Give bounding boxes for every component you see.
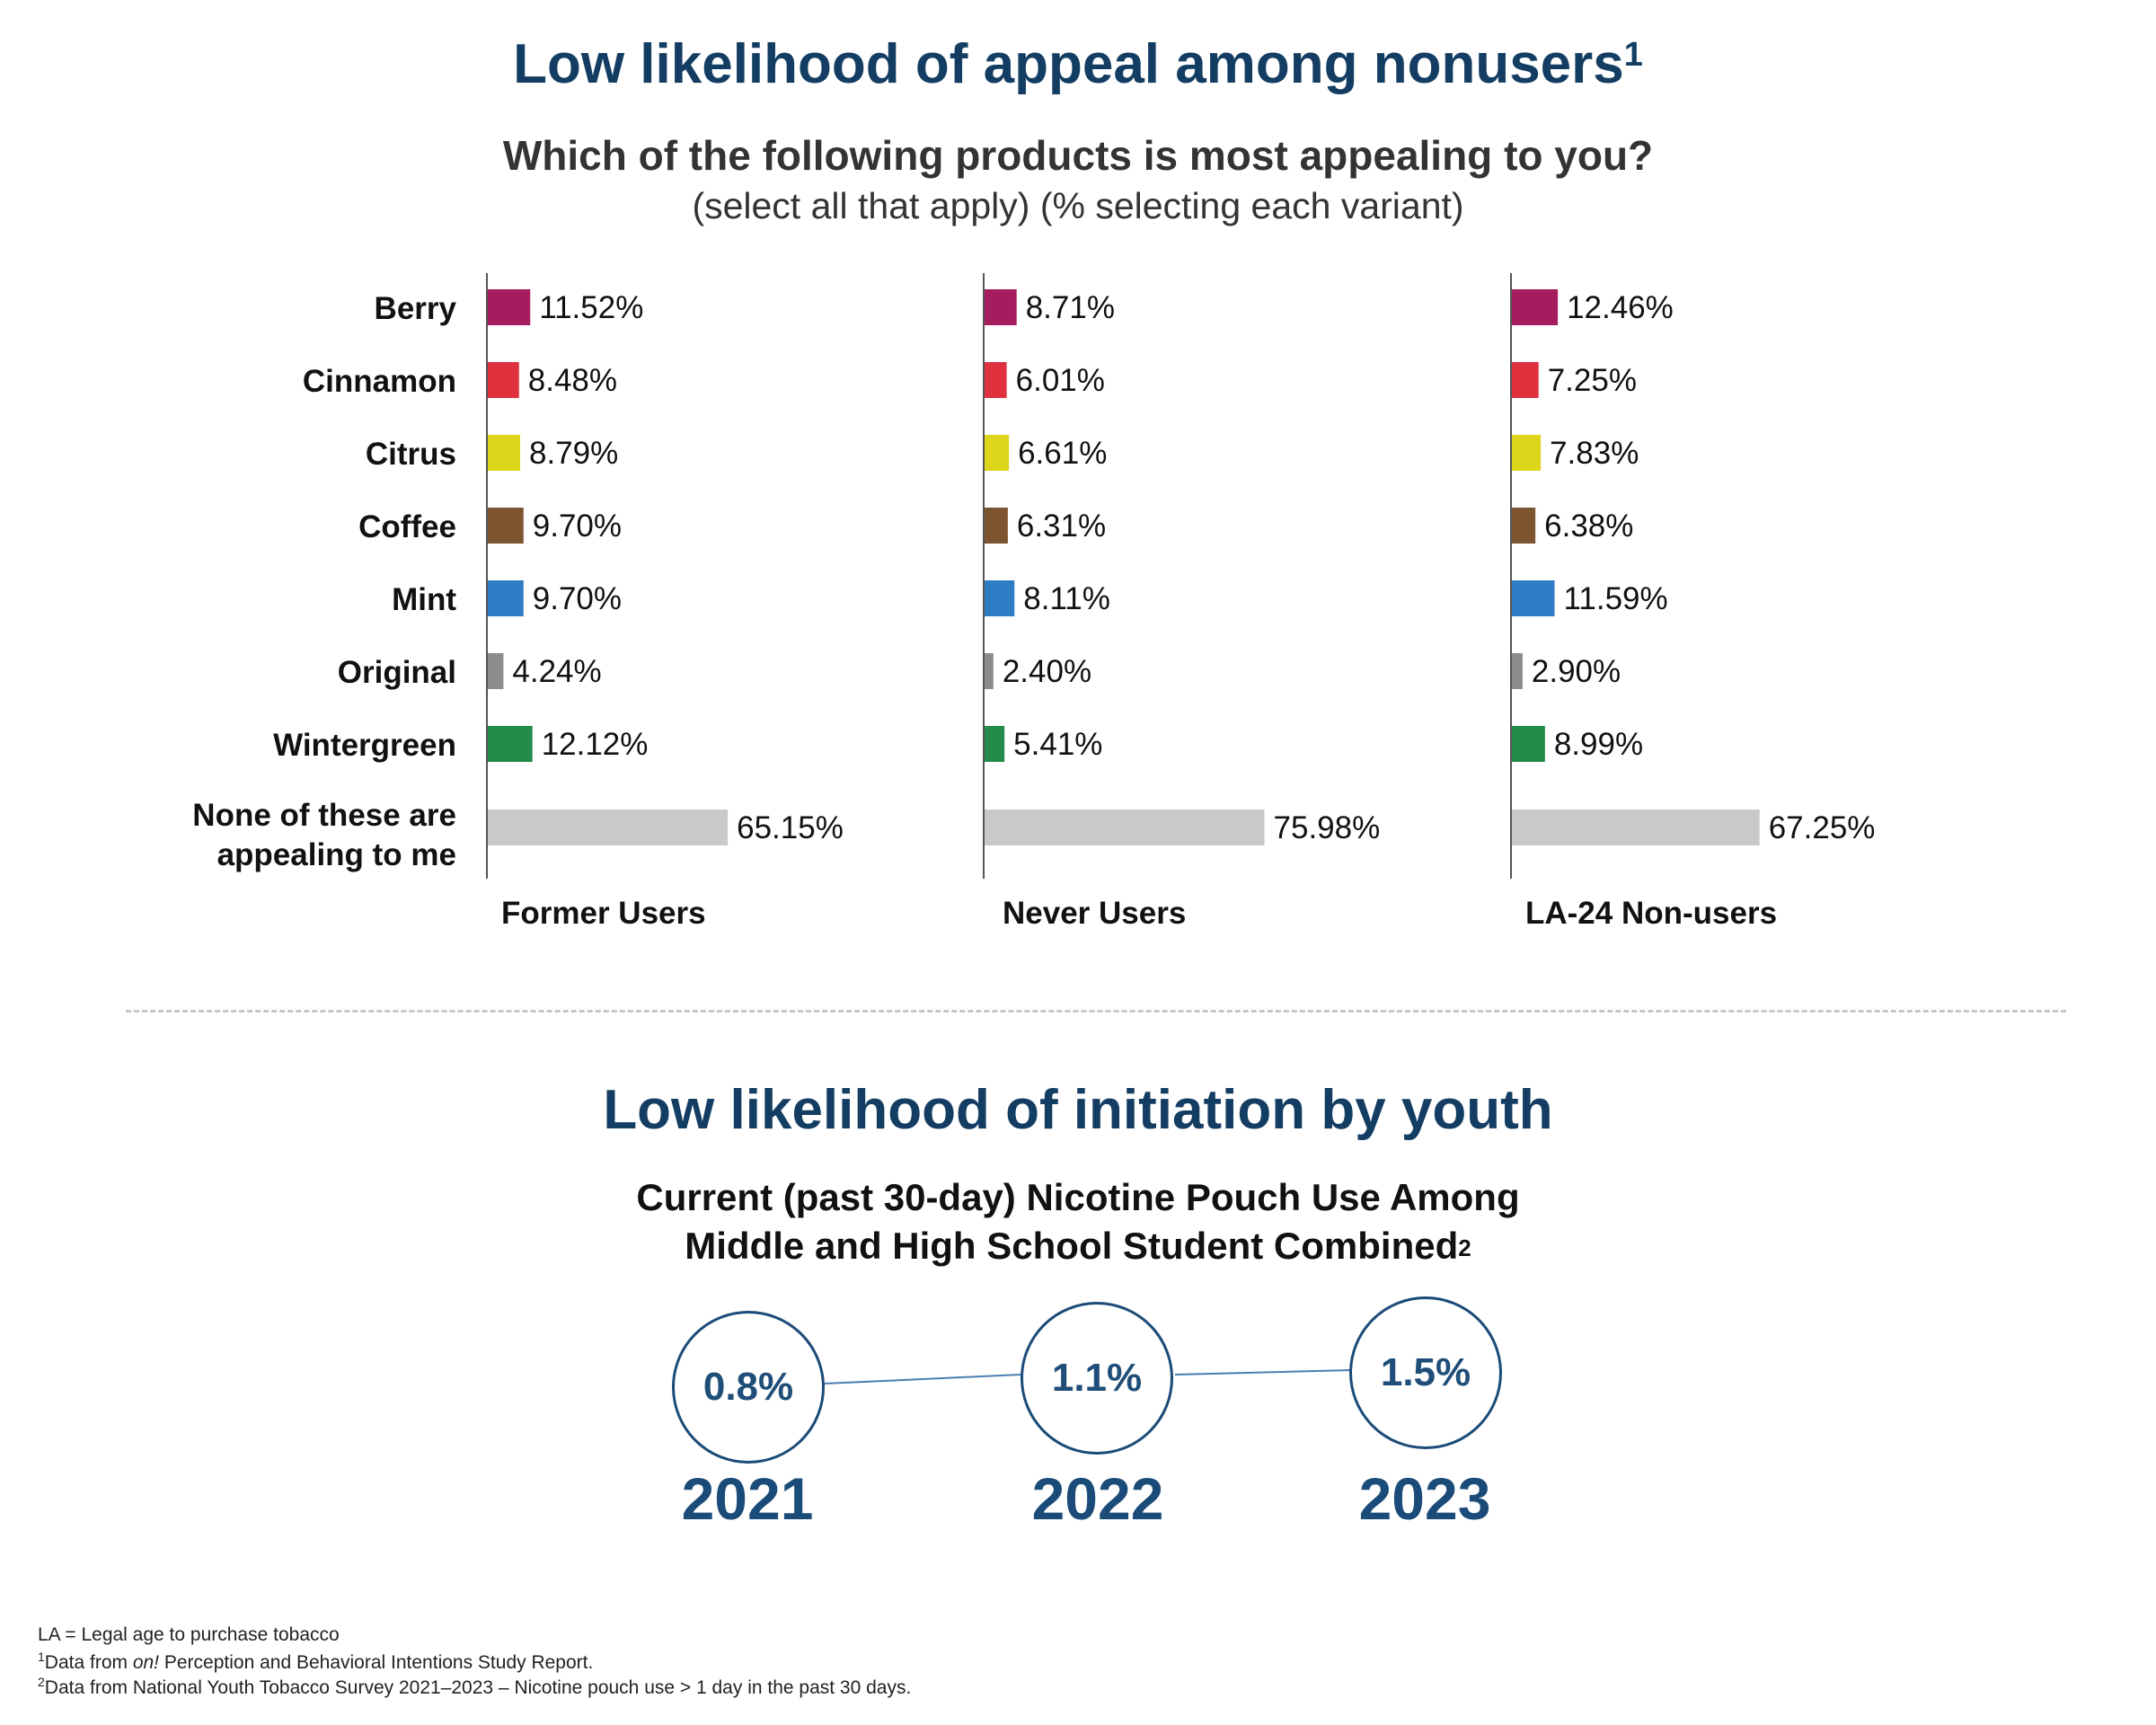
value-label-former-users-mint: 9.70% [533, 581, 622, 616]
bar-former-users-wintergreen [488, 726, 533, 762]
value-label-former-users-none-of-these-are-appealing-to-me: 65.15% [737, 810, 844, 845]
bar-la-24-non-users-coffee [1512, 508, 1536, 544]
value-label-former-users-coffee: 9.70% [533, 509, 622, 544]
value-label-la-24-non-users-none-of-these-are-appealing-to-me: 67.25% [1769, 810, 1876, 845]
value-label-la-24-non-users-mint: 11.59% [1564, 581, 1668, 616]
bar-never-users-berry [985, 289, 1017, 325]
bar-la-24-non-users-berry [1512, 289, 1559, 325]
value-label-former-users-berry: 11.52% [539, 290, 643, 325]
category-label-cinnamon: Cinnamon [302, 364, 456, 399]
value-label-former-users-cinnamon: 8.48% [528, 363, 617, 398]
footnote-1: 1Data from on! Perception and Behavioral… [38, 1650, 594, 1673]
value-label-la-24-non-users-wintergreen: 8.99% [1554, 727, 1643, 762]
group-label-la24-non-users: LA-24 Non-users [1525, 896, 1778, 931]
question-subtext: (select all that apply) (% selecting eac… [692, 185, 1464, 226]
bar-former-users-citrus [488, 435, 521, 471]
value-label-la-24-non-users-berry: 12.46% [1567, 290, 1674, 325]
category-label-original: Original [337, 655, 456, 690]
year-label-2023: 2023 [1358, 1465, 1491, 1532]
value-label-never-users-none-of-these-are-appealing-to-me: 75.98% [1274, 810, 1381, 845]
footnote-la: LA = Legal age to purchase tobacco [38, 1624, 340, 1645]
bar-never-users-coffee [985, 508, 1008, 544]
value-label-never-users-cinnamon: 6.01% [1016, 363, 1105, 398]
bar-former-users-berry [488, 289, 531, 325]
bar-la-24-non-users-citrus [1512, 435, 1542, 471]
value-label-never-users-wintergreen: 5.41% [1013, 727, 1102, 762]
title-footnote-marker: 1 [1623, 36, 1643, 74]
bar-la-24-non-users-none-of-these-are-appealing-to-me [1512, 809, 1760, 845]
bar-chart: 11.52% 8.48% 8.79% 9.70% 9.70% 4.24% 12.12% 65.… [486, 273, 1876, 879]
value-label-la-24-non-users-cinnamon: 7.25% [1548, 363, 1637, 398]
bar-former-users-original [488, 653, 504, 689]
year-label-2022: 2022 [1031, 1465, 1164, 1532]
section2-title: Low likelihood of initiation by youth [603, 1079, 1553, 1141]
bar-former-users-cinnamon [488, 362, 519, 398]
value-label-former-users-original: 4.24% [512, 654, 601, 689]
trend-segment-2021-2022 [824, 1374, 1021, 1384]
value-label-la-24-non-users-original: 2.90% [1532, 654, 1621, 689]
category-label-mint: Mint [392, 582, 456, 617]
group-label-former-users: Former Users [501, 896, 706, 931]
bar-la-24-non-users-cinnamon [1512, 362, 1539, 398]
section2-subtitle-line1: Current (past 30-day) Nicotine Pouch Use… [636, 1176, 1520, 1218]
value-label-never-users-berry: 8.71% [1026, 290, 1115, 325]
bar-never-users-none-of-these-are-appealing-to-me [985, 809, 1265, 845]
section-divider [126, 1010, 2066, 1013]
group-label-never-users: Never Users [1003, 896, 1187, 931]
value-label-never-users-coffee: 6.31% [1017, 509, 1106, 544]
value-circle-2022: 1.1% [1021, 1302, 1173, 1455]
value-label-never-users-citrus: 6.61% [1018, 436, 1107, 471]
main-title: Low likelihood of appeal among nonusers1 [513, 33, 1643, 95]
category-label-citrus: Citrus [365, 437, 456, 472]
bar-former-users-mint [488, 580, 524, 616]
category-label-none: None of these are appealing to me [192, 796, 456, 875]
category-label-wintergreen: Wintergreen [273, 728, 456, 763]
question-text: Which of the following products is most … [502, 132, 1654, 179]
value-circle-2023: 1.5% [1349, 1296, 1502, 1449]
value-label-never-users-mint: 8.11% [1023, 581, 1110, 616]
trend-segment-2022-2023 [1174, 1369, 1352, 1376]
value-circle-2021: 0.8% [672, 1311, 825, 1464]
bar-never-users-mint [985, 580, 1015, 616]
bar-la-24-non-users-original [1512, 653, 1523, 689]
section2-subtitle-line2: Middle and High School Student Combined2 [685, 1225, 1471, 1267]
category-label-none-line2: appealing to me [216, 837, 456, 872]
bar-la-24-non-users-mint [1512, 580, 1555, 616]
category-label-berry: Berry [374, 291, 456, 326]
bar-never-users-wintergreen [985, 726, 1005, 762]
value-label-never-users-original: 2.40% [1003, 654, 1091, 689]
bar-la-24-non-users-wintergreen [1512, 726, 1545, 762]
subtitle-footnote-marker: 2 [1458, 1234, 1471, 1261]
bar-former-users-coffee [488, 508, 524, 544]
section2-subtitle: Current (past 30-day) Nicotine Pouch Use… [0, 1173, 2156, 1270]
value-label-la-24-non-users-coffee: 6.38% [1544, 509, 1633, 544]
year-label-2021: 2021 [681, 1465, 814, 1532]
footnote-2: 2Data from National Youth Tobacco Survey… [38, 1675, 912, 1698]
bar-never-users-citrus [985, 435, 1010, 471]
category-label-none-line1: None of these are [192, 798, 456, 833]
value-label-former-users-citrus: 8.79% [529, 436, 618, 471]
category-label-coffee: Coffee [358, 509, 456, 544]
value-label-former-users-wintergreen: 12.12% [542, 727, 649, 762]
value-label-la-24-non-users-citrus: 7.83% [1550, 436, 1639, 471]
bar-never-users-original [985, 653, 994, 689]
bar-former-users-none-of-these-are-appealing-to-me [488, 809, 729, 845]
bar-never-users-cinnamon [985, 362, 1007, 398]
